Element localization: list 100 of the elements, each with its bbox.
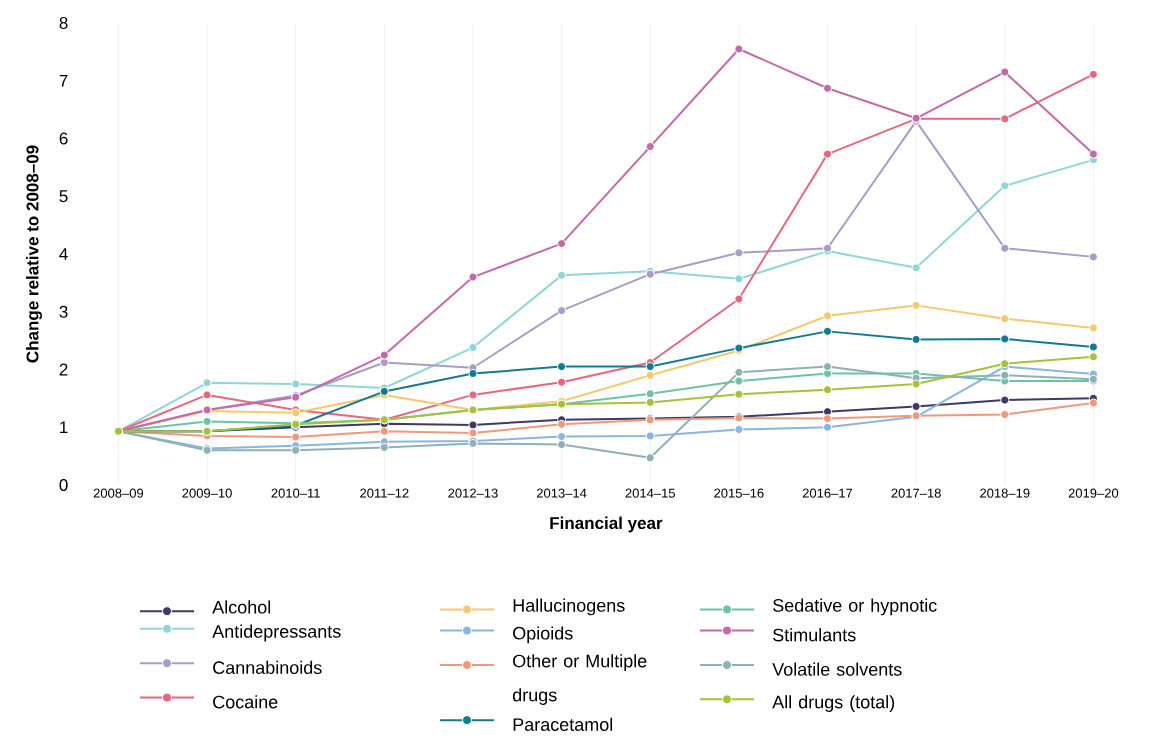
point [734,425,744,435]
point [645,431,655,441]
point [911,379,921,389]
x-tick-label: 2019–20 [1068,488,1119,498]
point [1000,181,1010,191]
x-tick-label: 2013–14 [536,488,587,498]
point [734,274,744,284]
point [1000,114,1010,124]
y-tick-label: 1 [60,421,68,434]
point [734,44,744,54]
y-tick-label: 6 [59,132,68,145]
x-tick-label: 2016–17 [802,488,853,498]
point [1088,352,1098,362]
point [823,385,832,395]
point [291,432,301,442]
point [557,239,567,249]
x-tick-label: 2010–11 [271,488,320,498]
point [823,149,832,159]
point [1000,410,1010,420]
point [379,442,389,452]
point [468,272,478,282]
x-tick-label: 2017–18 [891,488,941,498]
y-tick-label: 5 [59,190,68,203]
x-tick-label: 2011–12 [360,488,409,498]
point [1000,314,1010,324]
point [823,414,832,424]
point [468,343,478,353]
x-tick-label: 2012–13 [448,488,498,498]
legend-label: Stimulants [773,628,856,642]
point [734,376,744,386]
point [823,362,832,372]
legend-label: Volatile solvents [772,662,902,676]
legend-label: All drugs (total) [772,695,895,712]
point [1088,398,1098,408]
legend-label: Cannabinoids [213,660,322,674]
point [823,326,832,336]
point [823,83,832,93]
point [557,306,567,316]
point [1000,243,1010,253]
point [1088,252,1098,262]
point [379,358,389,368]
y-tick-label: 0 [59,478,68,492]
point [1088,342,1098,352]
point [823,369,832,379]
x-axis-title: Financial year [550,516,663,533]
x-tick-label: 2015–16 [714,488,764,498]
point [557,419,567,429]
point [468,428,478,438]
point [1088,323,1098,333]
legend-label: Cocaine [213,695,278,709]
point [645,397,655,407]
point [823,422,832,432]
point [202,378,212,388]
legend-label: Sedative or hypnotic [773,598,937,616]
point [911,300,921,310]
y-tick-label: 8 [59,16,68,30]
point [645,453,655,463]
point [557,362,567,372]
y-tick-label: 3 [59,305,68,318]
point [734,294,744,304]
point [734,389,744,399]
point [734,367,744,377]
point [911,263,921,273]
x-tick-label: 2008–09 [93,488,144,498]
point [734,248,744,258]
point [1000,395,1010,405]
point [1088,149,1098,159]
point [645,370,655,380]
point [379,350,389,360]
y-tick-label: 2 [59,363,68,376]
legend-label: Opioids [513,626,573,644]
point [468,420,478,430]
point [557,440,567,450]
point [645,142,655,152]
point [468,390,478,400]
legend-label: Antidepressants [212,624,341,642]
point [911,401,921,411]
point [1000,67,1010,77]
legend-label: Alcohol [212,600,271,614]
point [291,445,301,455]
point [645,362,655,372]
point [1000,334,1010,344]
legend-label: Other or Multiple drugs [512,654,647,705]
point [291,379,301,389]
x-tick-label: 2018–19 [980,488,1030,498]
legend-label: Hallucinogens [513,598,625,616]
point [1088,69,1098,79]
point [557,377,567,387]
y-axis-title: Change relative to 2008–09 [26,145,42,363]
point [823,311,832,321]
point [202,416,212,426]
y-tick-label: 7 [59,74,68,87]
point [557,431,567,441]
point [1000,370,1010,380]
x-tick-label: 2009–10 [182,488,232,498]
point [911,334,921,344]
legend-label: Paracetamol [513,717,613,731]
x-tick-label: 2014–15 [625,488,675,498]
y-tick-label: 4 [59,248,68,260]
point [202,390,212,400]
